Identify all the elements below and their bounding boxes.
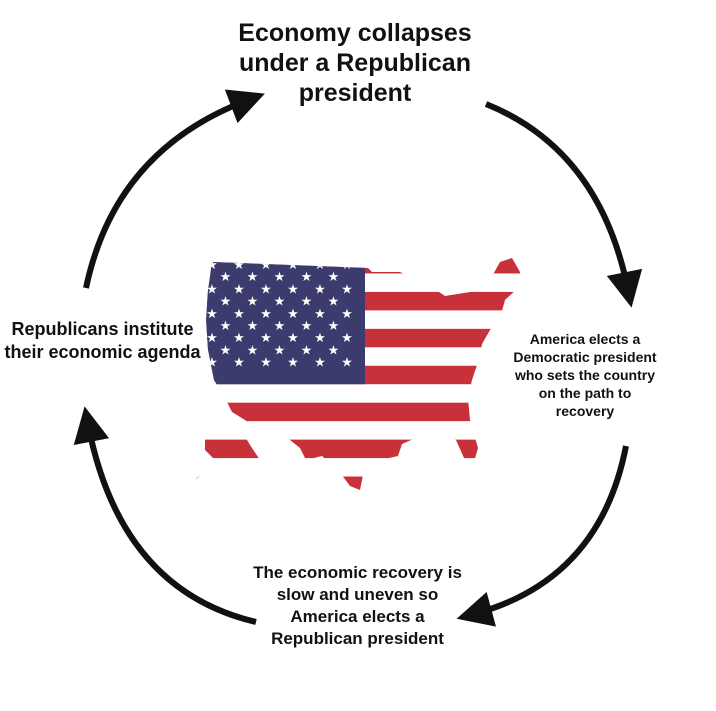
flag-star: ★ xyxy=(233,330,245,345)
flag-star: ★ xyxy=(220,318,232,333)
flag-star: ★ xyxy=(287,330,299,345)
flag-star: ★ xyxy=(314,306,326,321)
flag-star: ★ xyxy=(247,318,259,333)
flag-star: ★ xyxy=(274,318,286,333)
flag-stripe xyxy=(195,402,520,422)
flag-star: ★ xyxy=(247,269,259,284)
flag-star: ★ xyxy=(341,281,353,296)
flag-star: ★ xyxy=(314,330,326,345)
flag-star: ★ xyxy=(233,281,245,296)
flag-stripe xyxy=(195,384,520,404)
us-flag-map-icon: ★ ★ ★ ★ ★ ★★ ★ ★ ★ ★★ ★ ★ ★ ★ ★★ ★ ★ ★ ★★ ★ ★ ★ ★ ★★ ★ ★ ★ ★★ ★ ★ ★ ★ ★★… xyxy=(195,257,520,490)
flag-star: ★ xyxy=(328,342,340,357)
flag-star: ★ xyxy=(260,281,272,296)
flag-star: ★ xyxy=(206,257,218,272)
flag-star: ★ xyxy=(314,355,326,370)
flag-star: ★ xyxy=(260,306,272,321)
cycle-step-left: Republicans institute their economic age… xyxy=(4,319,201,362)
flag-stripe xyxy=(195,458,520,478)
flag-star: ★ xyxy=(287,257,299,272)
cycle-step-bottom: The economic recovery is slow and uneven… xyxy=(253,563,462,648)
flag-star: ★ xyxy=(341,330,353,345)
flag-star: ★ xyxy=(301,342,313,357)
flag-star: ★ xyxy=(314,257,326,272)
flag-star: ★ xyxy=(274,269,286,284)
flag-star: ★ xyxy=(274,342,286,357)
flag-star: ★ xyxy=(328,294,340,309)
flag-star: ★ xyxy=(314,281,326,296)
arrow-right-bottom xyxy=(456,445,629,627)
flag-star: ★ xyxy=(260,355,272,370)
arrow-left-top xyxy=(83,89,265,289)
arrow-bottom-left xyxy=(73,406,257,625)
flag-star: ★ xyxy=(287,306,299,321)
flag-star: ★ xyxy=(206,330,218,345)
flag-star: ★ xyxy=(341,306,353,321)
flag-star: ★ xyxy=(206,281,218,296)
flag-star: ★ xyxy=(233,355,245,370)
flag-star: ★ xyxy=(206,355,218,370)
flag-star: ★ xyxy=(247,294,259,309)
flag-star: ★ xyxy=(328,269,340,284)
flag-star: ★ xyxy=(220,342,232,357)
flag-stripe xyxy=(195,439,520,459)
arrow-top-right xyxy=(484,101,643,308)
flag-star: ★ xyxy=(206,306,218,321)
flag-star: ★ xyxy=(220,269,232,284)
flag-stripe xyxy=(195,476,520,490)
flag-star: ★ xyxy=(233,306,245,321)
flag-star: ★ xyxy=(247,342,259,357)
flag-star: ★ xyxy=(260,330,272,345)
flag-star: ★ xyxy=(274,294,286,309)
flag-star: ★ xyxy=(328,318,340,333)
flag-canton xyxy=(195,258,365,385)
flag-star: ★ xyxy=(341,355,353,370)
flag-star: ★ xyxy=(233,257,245,272)
cycle-step-top: Economy collapses under a Republican pre… xyxy=(238,19,472,107)
flag-star: ★ xyxy=(287,281,299,296)
flag-star: ★ xyxy=(220,294,232,309)
flag-star: ★ xyxy=(287,355,299,370)
flag-stripe xyxy=(195,421,520,441)
flag-star: ★ xyxy=(301,269,313,284)
flag-star: ★ xyxy=(301,294,313,309)
cycle-step-right: America elects a Democratic president wh… xyxy=(513,331,657,419)
flag-star: ★ xyxy=(301,318,313,333)
flag-star: ★ xyxy=(341,257,353,272)
flag-star: ★ xyxy=(260,257,272,272)
